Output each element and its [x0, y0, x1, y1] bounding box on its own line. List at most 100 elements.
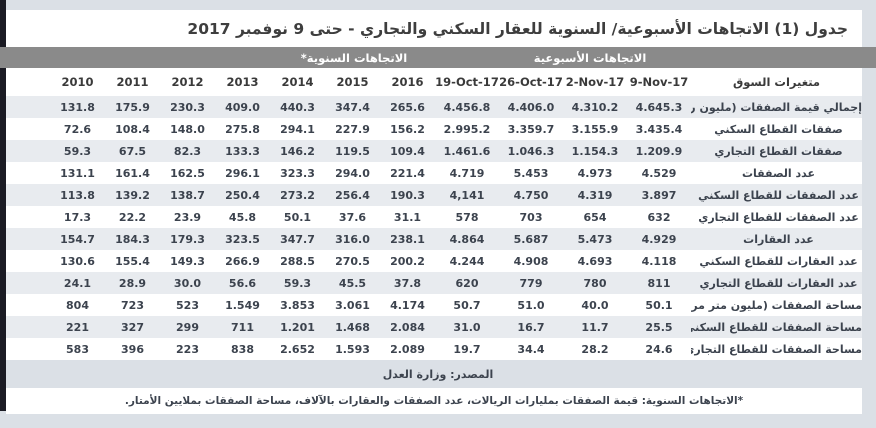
table-cell: 266.9	[225, 254, 260, 268]
table-cell: 11.7	[581, 320, 609, 334]
page-left-border	[0, 0, 6, 411]
row-label: مساحة الصفقات (مليون متر مربع)	[691, 298, 862, 312]
table-cell: 28.9	[118, 276, 147, 290]
row-label: مساحة الصفقات للقطاع التجاري	[691, 342, 862, 356]
table-cell: 30.0	[173, 276, 202, 290]
table-row: 24.1 28.9 30.0 56.6 59.3 45.5 37.8 620 779 780 811…	[6, 272, 862, 294]
table-cell: 316.0	[335, 232, 370, 246]
table-cell: 3.853	[280, 298, 315, 312]
table-cell: 5.473	[577, 232, 613, 246]
row-label: عدد الصفقات	[741, 166, 816, 180]
row-label: عدد العقارات للقطاع التجاري	[699, 276, 858, 290]
table-cell: 1.461.6	[443, 144, 491, 158]
table-cell: 184.3	[115, 232, 150, 246]
table-cell: 275.8	[225, 122, 260, 136]
column-header-2011: 2011	[116, 75, 149, 89]
table-cell: 238.1	[390, 232, 425, 246]
table-row: 583 396 223 838 2.652 1.593 2.089 19.7 34.4 28.2 2…	[6, 338, 862, 360]
table-cell: 200.2	[390, 254, 425, 268]
group-header-weekly: الاتجاهات الأسبوعية	[533, 50, 647, 65]
table-cell: 45.5	[338, 276, 367, 290]
table-cell: 51.0	[517, 298, 545, 312]
table-cell: 804	[66, 298, 89, 312]
table-cell: 24.1	[63, 276, 92, 290]
table-cell: 723	[121, 298, 144, 312]
table-cell: 108.4	[115, 122, 150, 136]
row-label: مساحة الصفقات للقطاع السكني	[691, 320, 862, 334]
table-cell: 620	[455, 276, 479, 290]
table-cell: 28.2	[581, 342, 609, 356]
table-cell: 45.8	[228, 210, 257, 224]
row-label: عدد الصفقات للقطاع التجاري	[698, 210, 859, 224]
table-cell: 578	[455, 210, 479, 224]
column-header-2015: 2015	[336, 75, 369, 89]
column-header-2014: 2014	[281, 75, 314, 89]
group-header-band: الاتجاهات الأسبوعية الاتجاهات السنوية*	[0, 47, 876, 68]
table-cell: 288.5	[280, 254, 315, 268]
table-cell: 223	[176, 342, 199, 356]
table-row: 59.3 67.5 82.3 133.3 146.2 119.5 109.4 1.461.6 1…	[6, 140, 862, 162]
column-header-2012: 2012	[171, 75, 204, 89]
table-cell: 323.5	[225, 232, 260, 246]
table-cell: 3.061	[335, 298, 370, 312]
table-cell: 17.3	[63, 210, 92, 224]
table-cell: 296.1	[225, 166, 260, 180]
table-cell: 4.118	[641, 254, 677, 268]
table-row: 113.8 139.2 138.7 250.4 273.2 256.4 190.3 4,141…	[6, 184, 862, 206]
row-label: صفقات القطاع السكني	[714, 122, 843, 136]
column-header-2013: 2013	[226, 75, 259, 89]
table-cell: 19.7	[453, 342, 481, 356]
table-cell: 130.6	[60, 254, 95, 268]
table-cell: 162.5	[170, 166, 205, 180]
table-cell: 131.8	[60, 100, 95, 114]
table-cell: 149.3	[170, 254, 205, 268]
table-cell: 4.319	[577, 188, 613, 202]
table-cell: 3.897	[641, 188, 677, 202]
table-cell: 138.7	[170, 188, 205, 202]
table-cell: 24.6	[645, 342, 673, 356]
row-label: عدد الصفقات للقطاع السكني	[698, 188, 859, 202]
table-cell: 265.6	[390, 100, 425, 114]
table-cell: 4.529	[641, 166, 677, 180]
table-cell: 4.174	[390, 298, 425, 312]
footnote-text: *الاتجاهات السنوية: قيمة الصفقات بمليارا…	[124, 395, 744, 407]
table-title: جدول (1) الاتجاهات الأسبوعية/ السنوية لل…	[6, 10, 862, 47]
table-cell: 227.9	[335, 122, 370, 136]
table-cell: 82.3	[173, 144, 202, 158]
table-cell: 632	[647, 210, 671, 224]
table-cell: 838	[231, 342, 254, 356]
table-cell: 327	[121, 320, 144, 334]
table-cell: 139.2	[115, 188, 150, 202]
table-cell: 4.973	[577, 166, 613, 180]
table-row: 131.8 175.9 230.3 409.0 440.3 347.4 265.6 4.456…	[6, 96, 862, 118]
table-cell: 779	[519, 276, 543, 290]
table-cell: 396	[121, 342, 144, 356]
table-cell: 703	[519, 210, 543, 224]
table-cell: 1.209.9	[635, 144, 683, 158]
table-cell: 221	[66, 320, 89, 334]
table-cell: 273.2	[280, 188, 315, 202]
table-cell: 31.0	[453, 320, 481, 334]
table-cell: 1.593	[335, 342, 370, 356]
table-cell: 109.4	[390, 144, 425, 158]
table-cell: 179.3	[170, 232, 205, 246]
table-cell: 294.1	[280, 122, 315, 136]
table-cell: 780	[583, 276, 607, 290]
source-line: المصدر: وزارة العدل	[382, 367, 494, 381]
table-cell: 4.456.8	[443, 100, 491, 114]
table-cell: 583	[66, 342, 89, 356]
table-cell: 59.3	[283, 276, 312, 290]
table-cell: 523	[176, 298, 199, 312]
table-cell: 3.435.4	[635, 122, 683, 136]
table-cell: 50.1	[645, 298, 673, 312]
row-label: عدد العقارات	[743, 232, 814, 246]
table-cell: 5.453	[513, 166, 549, 180]
footnote-box: *الاتجاهات السنوية: قيمة الصفقات بمليارا…	[6, 388, 862, 414]
table-cell: 16.7	[517, 320, 545, 334]
table-cell: 161.4	[115, 166, 150, 180]
group-header-annual: الاتجاهات السنوية*	[300, 50, 408, 65]
table-cell: 299	[176, 320, 199, 334]
column-header-variables: متغيرات السوق	[732, 75, 821, 89]
table-cell: 4.310.2	[571, 100, 619, 114]
table-cell: 4.719	[449, 166, 485, 180]
